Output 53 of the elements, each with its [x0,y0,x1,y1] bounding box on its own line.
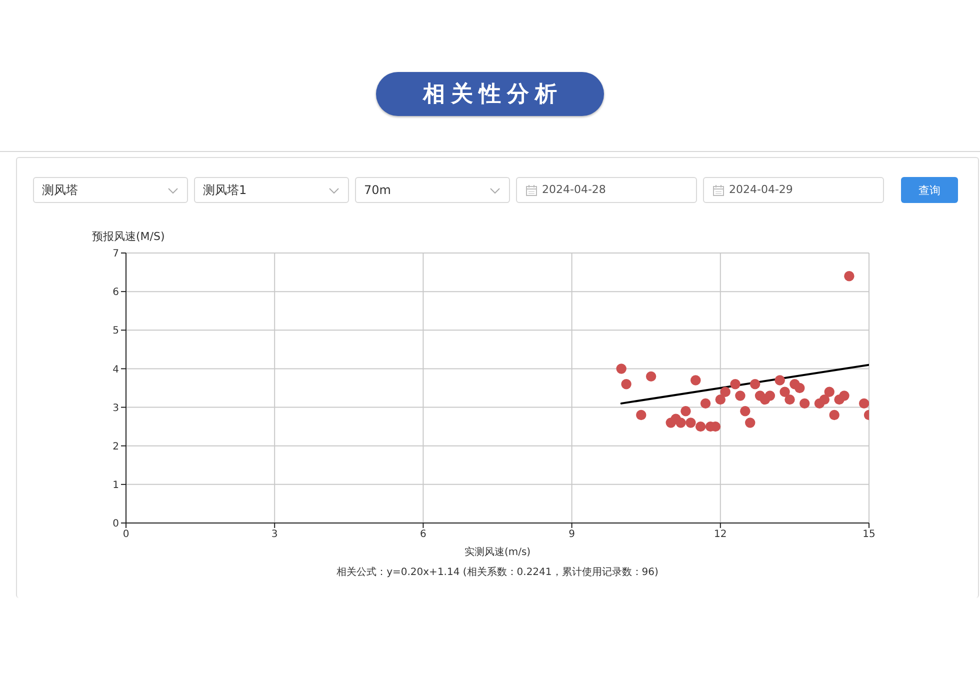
point [774,375,785,386]
point [616,364,626,374]
x-tick-label: 15 [862,529,876,540]
point [800,398,810,409]
y-tick-label: 7 [112,248,119,260]
point [740,406,750,416]
y-axis-title: 预报风速(M/S) [92,230,165,244]
point [720,386,730,397]
point [700,398,711,409]
y-tick-label: 2 [112,441,119,452]
point [730,379,740,390]
point [824,386,834,397]
point [715,394,726,405]
point [829,410,840,420]
point [735,390,746,401]
x-tick-label: 0 [122,529,130,540]
point [844,271,854,282]
text: 2024-04-29 [729,182,793,198]
point [858,398,869,409]
point [764,390,776,401]
x-tick-label: 9 [568,529,575,540]
point [780,386,790,397]
text: 相关公式：y=0.20x+1.14 (相关系数：0.2241，累计使用记录数：96) [336,567,658,578]
point [621,379,632,390]
y-tick-label: 4 [112,364,119,376]
x-tick-label: 6 [420,529,426,540]
y-tick-label: 5 [112,326,119,337]
y-tick-label: 0 [112,518,119,530]
point [750,379,760,390]
point [784,394,795,405]
point [839,390,850,401]
point [695,421,706,432]
point [646,371,656,382]
text: 测风塔1 [203,182,247,198]
point [690,375,701,386]
y-tick-label: 3 [112,402,119,414]
text: 2024-04-28 [542,182,606,198]
point [636,410,646,420]
text: 查询 [918,182,940,198]
point [676,418,686,428]
x-tick-label: 3 [271,529,278,540]
point [680,406,691,416]
x-axis-title: 实测风速(m/s) [464,547,531,558]
x-tick-label: 12 [714,529,727,540]
y-tick-label: 6 [112,287,119,298]
point [794,382,805,394]
text: 70m [364,182,391,198]
point [819,394,830,405]
y-tick-label: 1 [112,480,119,491]
point [745,418,756,428]
chart-title: 相关性分析 [423,81,563,109]
text: 测风塔 [42,182,78,198]
point [686,418,696,428]
